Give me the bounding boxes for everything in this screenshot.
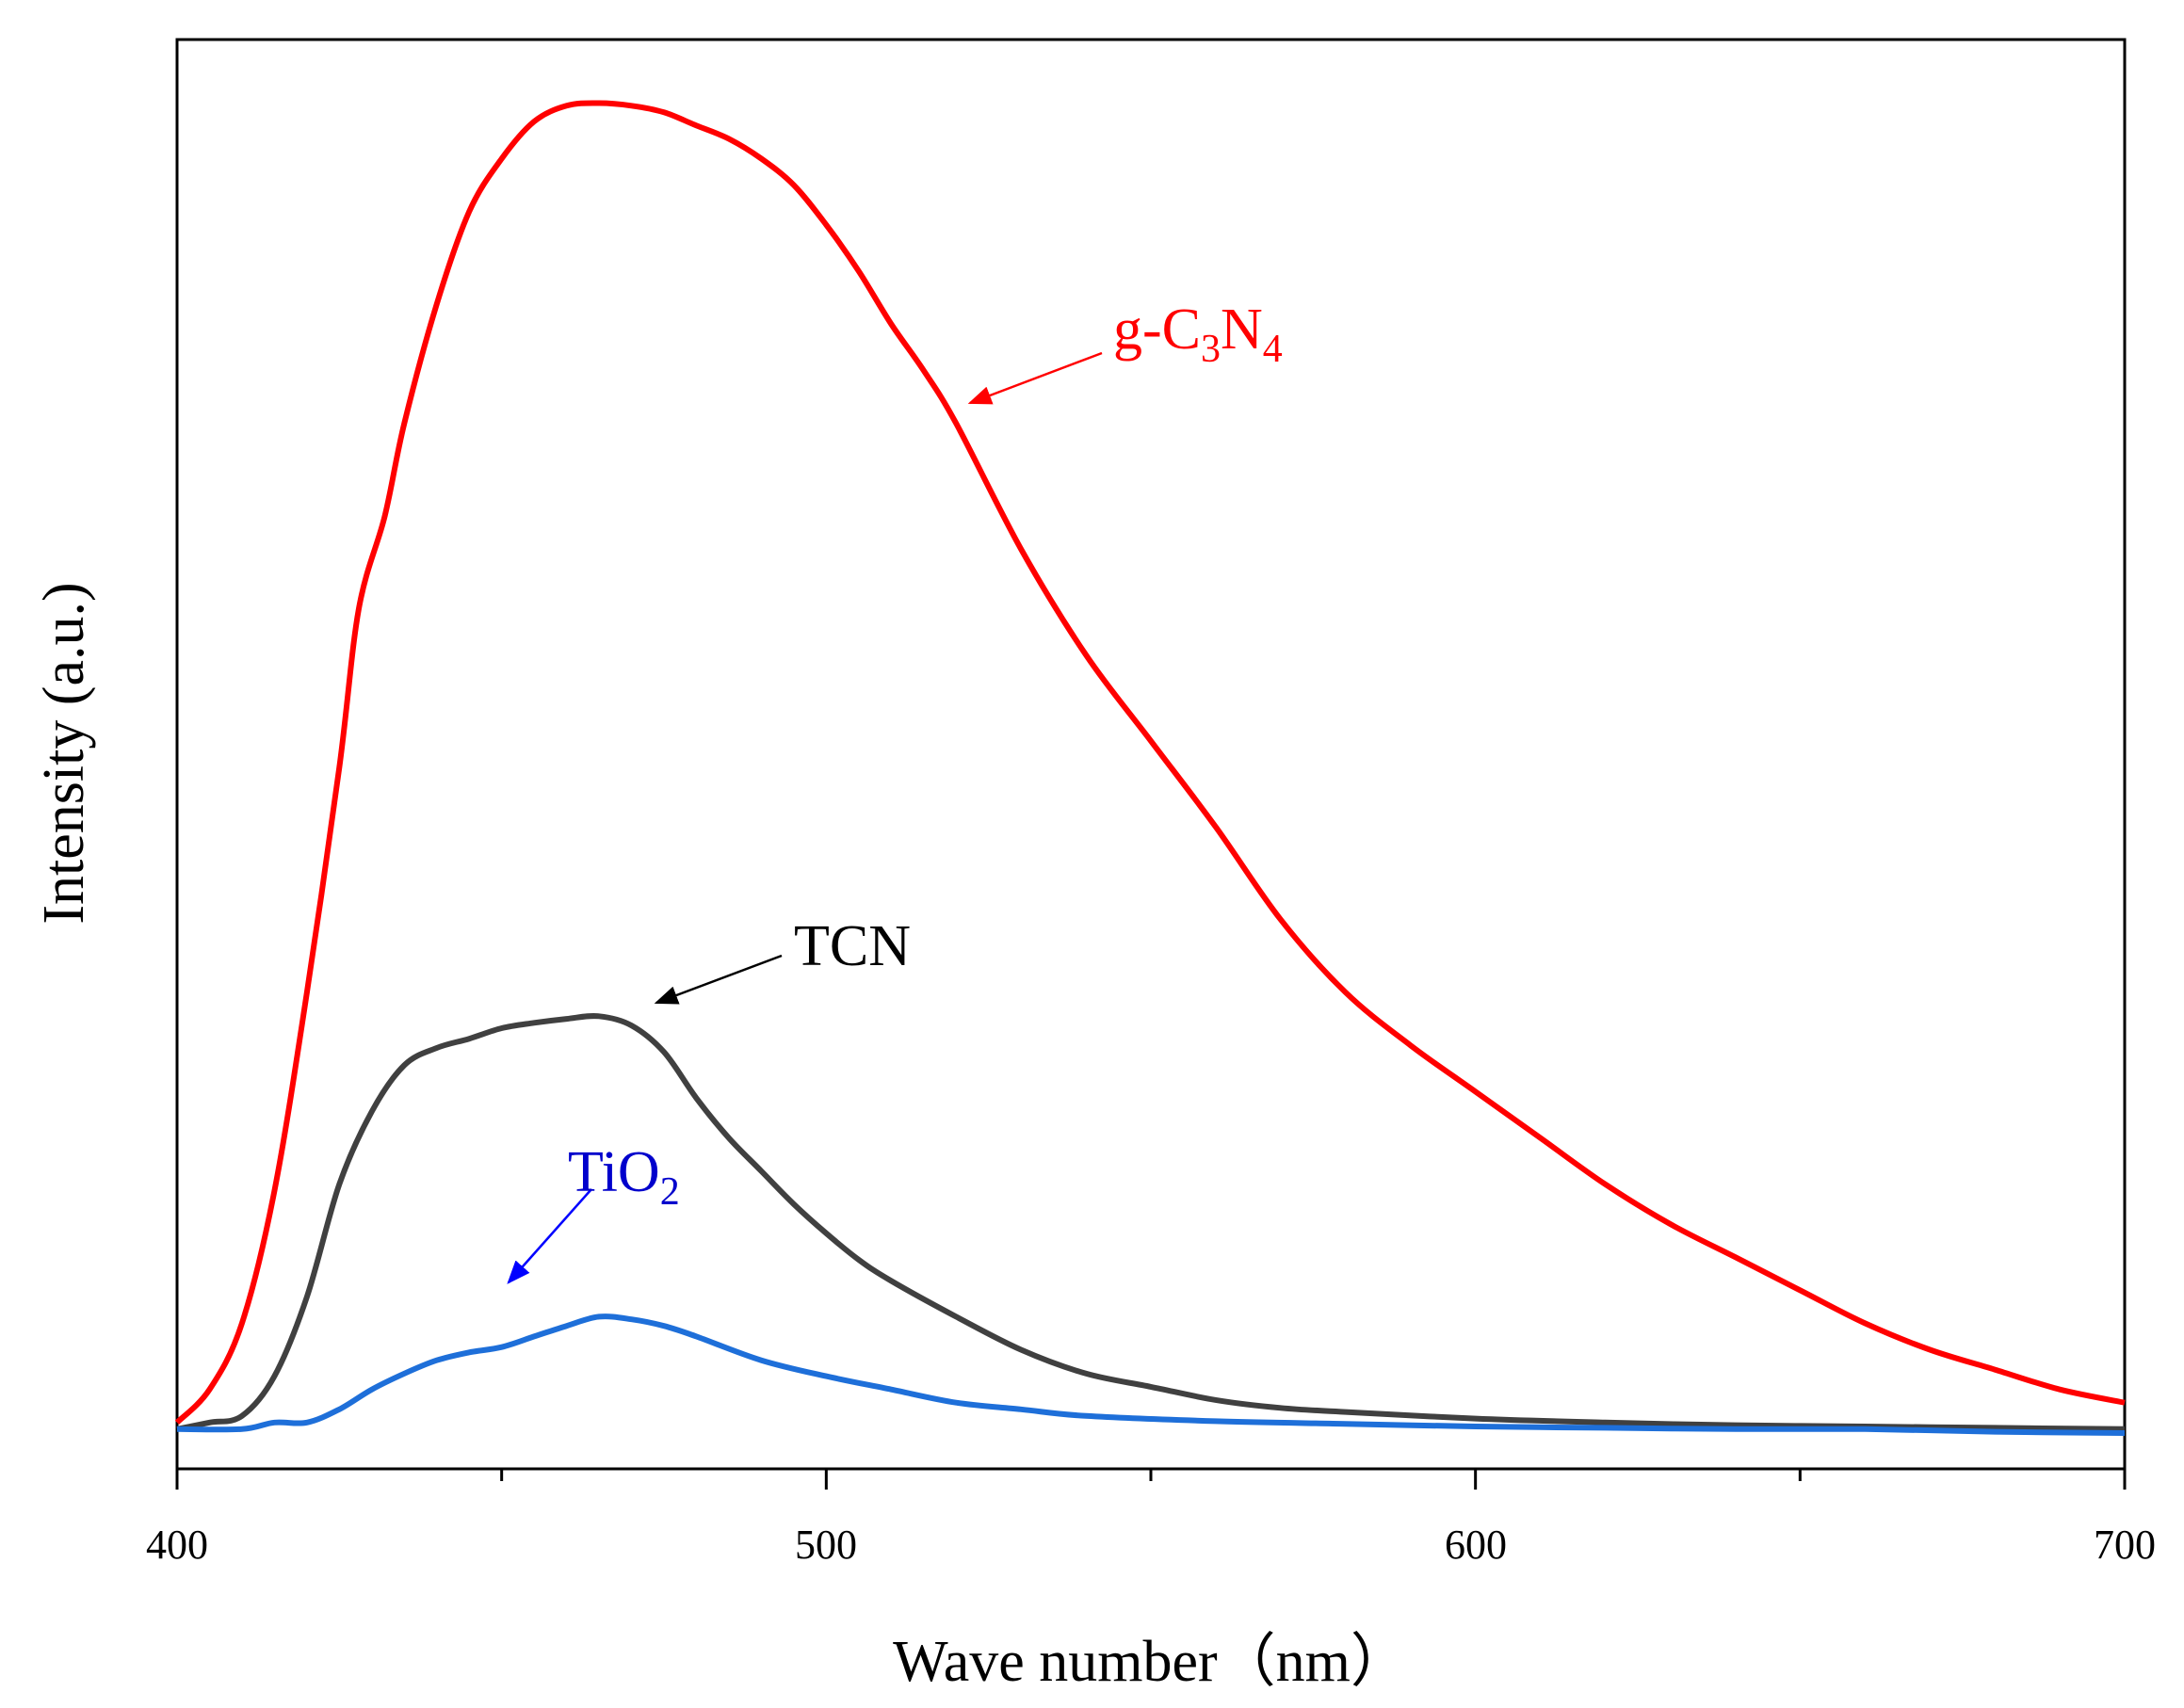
x-axis-title: Wave number（nm） [893,1630,1409,1694]
y-axis-title: Intensity (a.u.) [32,582,96,924]
g-c3n4-label: g-C3N4 [1113,298,1283,371]
g-c3n4-arrow [967,351,1103,405]
x-tick-label-700: 700 [2094,1522,2156,1568]
tio2-label: TiO2 [568,1140,680,1214]
series-layer [174,100,2126,1436]
series-line-g-c3n4 [174,100,2126,1425]
plot-frame [175,38,2127,1471]
series-line-tio2 [176,1313,2126,1436]
series-line-tcn [176,1013,2126,1432]
tio2-arrow [507,1188,592,1284]
x-axis-ticks [175,1469,2127,1490]
tcn-arrow [654,954,783,1005]
x-tick-label-500: 500 [795,1522,857,1568]
tcn-label: TCN [794,914,911,978]
x-tick-label-600: 600 [1445,1522,1507,1568]
x-tick-label-400: 400 [146,1522,208,1568]
